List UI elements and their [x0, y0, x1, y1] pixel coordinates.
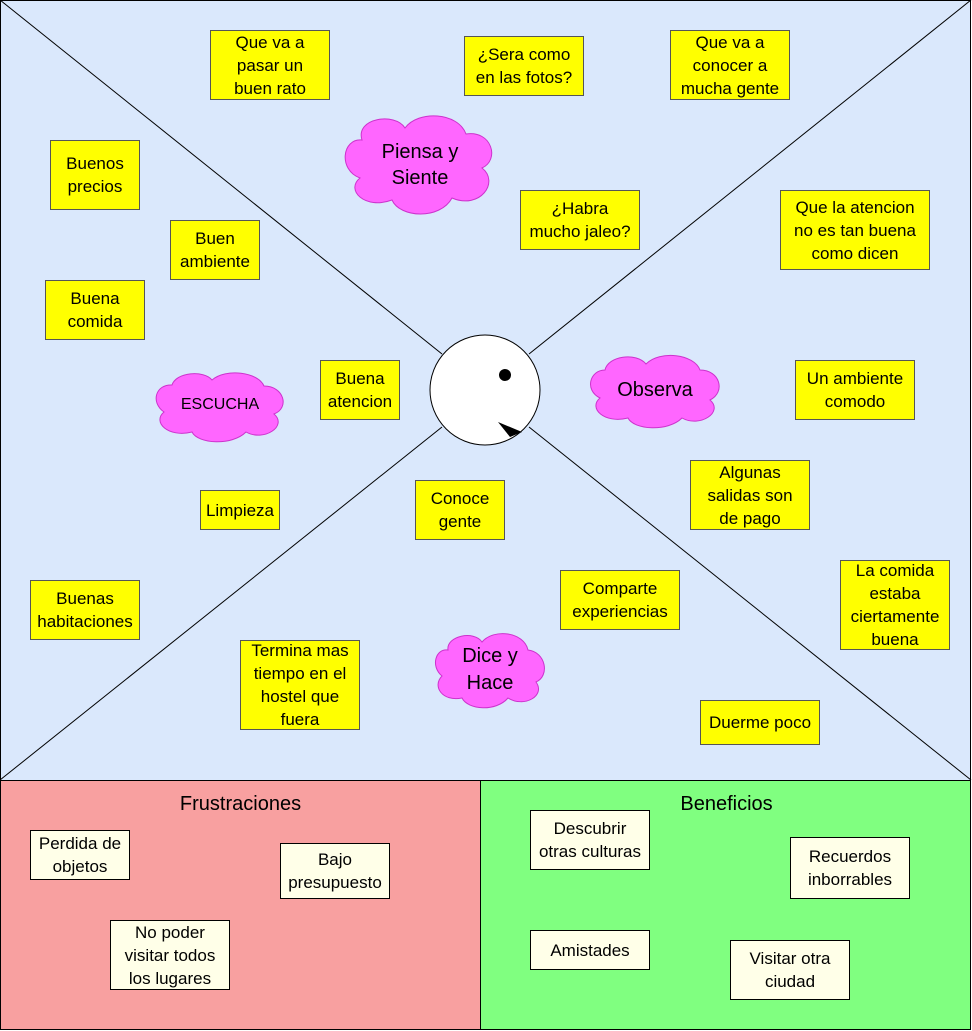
note-buena-atencion: Buena atencion — [320, 360, 400, 420]
note-habra-jaleo: ¿Habra mucho jaleo? — [520, 190, 640, 250]
cloud-label-listen: ESCUCHA — [160, 390, 280, 420]
frustration-no-visitar: No poder visitar todos los lugares — [110, 920, 230, 990]
note-comida-buena: La comida estaba ciertamente buena — [840, 560, 950, 650]
note-duerme-poco: Duerme poco — [700, 700, 820, 745]
note-buena-comida: Buena comida — [45, 280, 145, 340]
note-atencion-no-buena: Que la atencion no es tan buena como dic… — [780, 190, 930, 270]
note-limpieza: Limpieza — [200, 490, 280, 530]
note-conocer-gente: Que va a conocer a mucha gente — [670, 30, 790, 100]
cloud-label-observe: Observa — [595, 375, 715, 405]
benefit-amistades: Amistades — [530, 930, 650, 970]
frustration-perdida-objetos: Perdida de objetos — [30, 830, 130, 880]
note-buen-ambiente: Buen ambiente — [170, 220, 260, 280]
frustration-bajo-presupuesto: Bajo presupuesto — [280, 843, 390, 899]
frustrations-panel: Frustraciones — [0, 780, 481, 1031]
benefit-recuerdos: Recuerdos inborrables — [790, 837, 910, 899]
note-ambiente-comodo: Un ambiente comodo — [795, 360, 915, 420]
note-salidas-pago: Algunas salidas son de pago — [690, 460, 810, 530]
note-buenos-precios: Buenos precios — [50, 140, 140, 210]
note-buenas-habitaciones: Buenas habitaciones — [30, 580, 140, 640]
note-como-en-fotos: ¿Sera como en las fotos? — [464, 36, 584, 96]
cloud-label-think-feel: Piensa y Siente — [355, 135, 485, 195]
user-face-icon — [430, 335, 540, 445]
note-pasar-buen-rato: Que va a pasar un buen rato — [210, 30, 330, 100]
note-termina-hostel: Termina mas tiempo en el hostel que fuer… — [240, 640, 360, 730]
frustrations-title: Frustraciones — [0, 793, 481, 816]
note-comparte-experiencias: Comparte experiencias — [560, 570, 680, 630]
benefit-descubrir-culturas: Descubrir otras culturas — [530, 810, 650, 870]
note-conoce-gente: Conoce gente — [415, 480, 505, 540]
cloud-label-say-do: Dice y Hace — [440, 640, 540, 700]
benefit-visitar-ciudad: Visitar otra ciudad — [730, 940, 850, 1000]
